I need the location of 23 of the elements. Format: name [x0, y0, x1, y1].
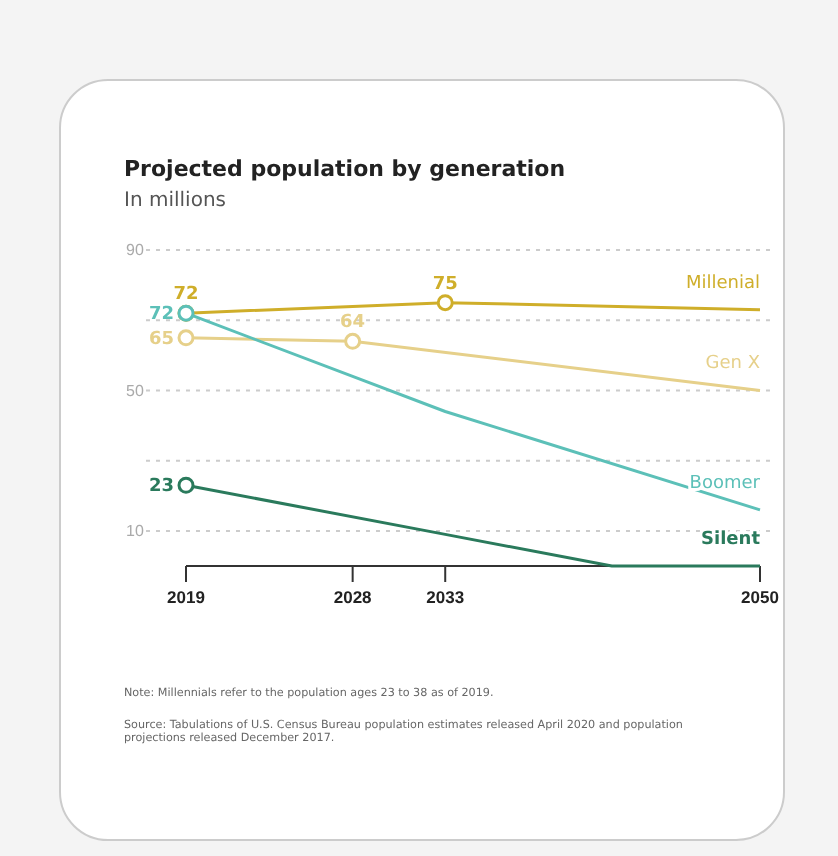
y-tick-label: 50	[126, 381, 145, 400]
series-label: Boomer	[689, 473, 761, 494]
y-tick-label: 10	[126, 522, 145, 541]
series-label: Millenial	[685, 273, 760, 294]
series-label: Gen X	[705, 354, 760, 375]
data-label: 75	[432, 274, 458, 295]
x-tick-label: 2028	[333, 587, 373, 608]
point	[436, 294, 454, 312]
data-label: 64	[340, 313, 366, 334]
series-label: Silent	[701, 530, 762, 550]
x-tick-label: 2033	[426, 587, 465, 608]
point	[177, 476, 195, 494]
chart-subtitle: In millions	[124, 190, 226, 212]
x-tick-label: 2019	[167, 587, 206, 608]
data-label: 72	[173, 285, 199, 306]
data-label: 65	[148, 329, 174, 350]
point	[344, 332, 362, 350]
chart-title: Projected population by generation	[124, 156, 566, 182]
y-tick-label: 90	[126, 241, 145, 260]
x-tick-label: 2050	[741, 587, 780, 608]
data-label: 72	[148, 305, 174, 326]
point	[177, 329, 195, 347]
data-label: 23	[148, 477, 174, 498]
